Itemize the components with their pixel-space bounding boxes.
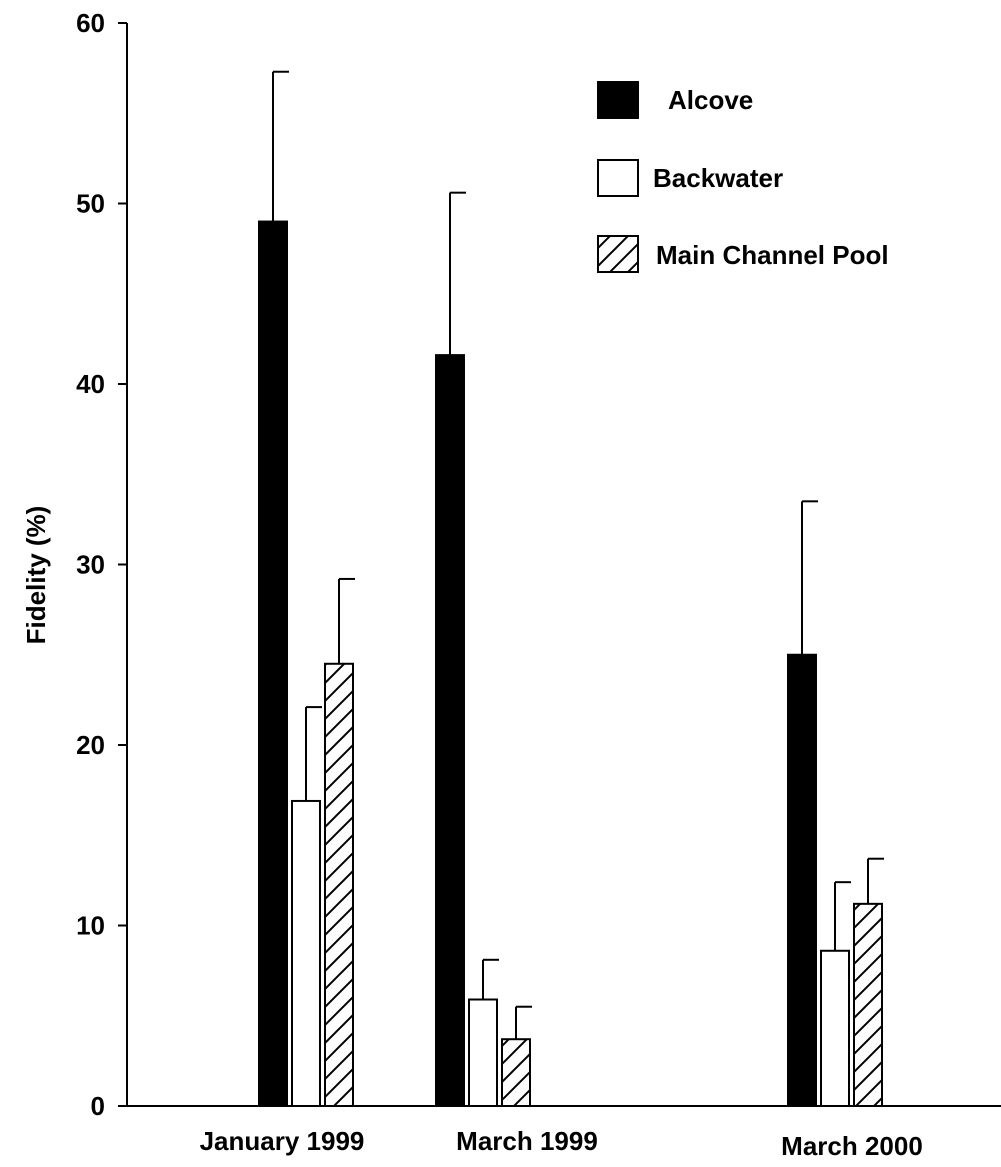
bar-main-channel-pool-3 bbox=[853, 902, 883, 1108]
y-tick-label-20: 20 bbox=[76, 730, 105, 760]
legend-swatch-alcove bbox=[597, 81, 639, 119]
bar-alcove-2 bbox=[435, 354, 465, 1107]
y-tick-label-10: 10 bbox=[76, 911, 105, 941]
bar-alcove-3 bbox=[787, 653, 817, 1107]
legend-label-alcove: Alcove bbox=[668, 85, 753, 115]
legend: Alcove Backwater Main Channel Pool bbox=[597, 81, 889, 273]
bar-backwater-1 bbox=[291, 799, 321, 1108]
legend-label-backwater: Backwater bbox=[653, 163, 783, 193]
x-category-label-1: January 1999 bbox=[200, 1126, 365, 1156]
y-axis-label: Fidelity (%) bbox=[21, 506, 51, 645]
legend-label-main-channel-pool: Main Channel Pool bbox=[656, 240, 889, 270]
legend-swatch-backwater bbox=[597, 159, 639, 197]
bar-backwater-2 bbox=[468, 998, 498, 1108]
y-tick-label-30: 30 bbox=[76, 550, 105, 580]
bars-layer bbox=[258, 70, 884, 1108]
x-category-label-2: March 1999 bbox=[456, 1126, 598, 1156]
y-tick-label-40: 40 bbox=[76, 369, 105, 399]
axes-layer: 0 10 20 30 40 50 60 January 1999 March 1999 March… bbox=[76, 8, 1001, 1161]
y-tick-label-60: 60 bbox=[76, 8, 105, 38]
y-tick-label-50: 50 bbox=[76, 189, 105, 219]
bar-main-channel-pool-1 bbox=[324, 662, 354, 1108]
bar-backwater-3 bbox=[820, 949, 850, 1108]
x-category-label-3: March 2000 bbox=[781, 1131, 923, 1161]
legend-swatch-main-channel-pool bbox=[597, 235, 639, 273]
bar-alcove-1 bbox=[258, 220, 288, 1108]
y-tick-label-0: 0 bbox=[91, 1091, 105, 1121]
bar-main-channel-pool-2 bbox=[501, 1038, 531, 1107]
